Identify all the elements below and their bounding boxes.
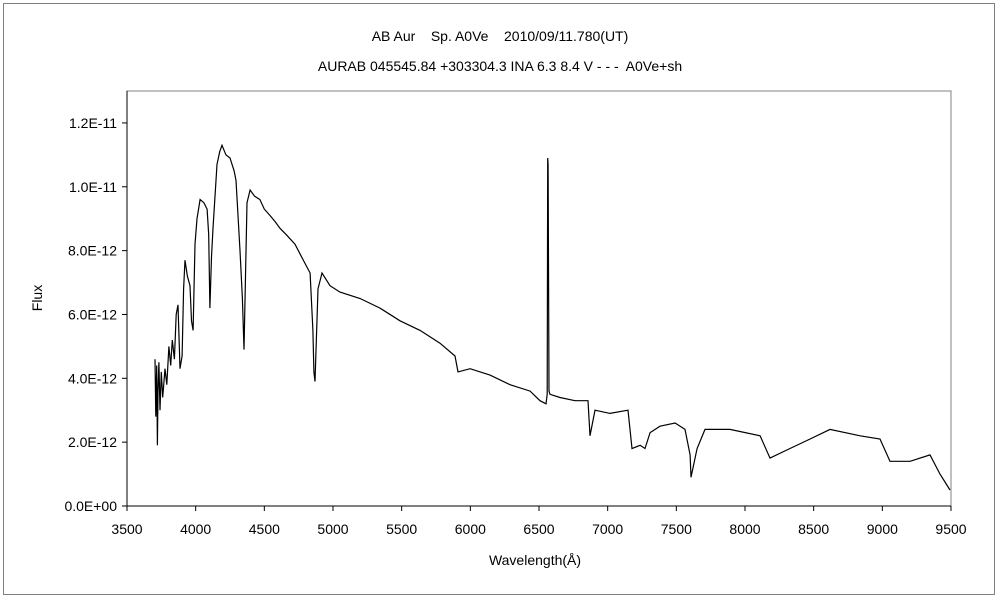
x-tick-label: 7000	[592, 521, 623, 537]
chart-title: AB Aur Sp. A0Ve 2010/09/11.780(UT)	[371, 28, 629, 44]
y-tick-label: 4.0E-12	[68, 370, 117, 386]
x-tick-label: 7500	[661, 521, 692, 537]
y-tick-label: 8.0E-12	[68, 243, 117, 259]
x-tick-label: 8500	[798, 521, 829, 537]
y-tick-label: 6.0E-12	[68, 306, 117, 322]
x-tick-label: 6500	[523, 521, 554, 537]
x-tick-label: 3500	[111, 521, 142, 537]
y-tick-label: 1.0E-11	[69, 179, 117, 195]
y-tick-label: 1.2E-11	[69, 115, 117, 131]
chart-frame	[3, 3, 995, 595]
x-tick-label: 6000	[455, 521, 486, 537]
x-tick-label: 4000	[180, 521, 211, 537]
x-tick-label: 9000	[867, 521, 898, 537]
y-tick-label: 0.0E+00	[64, 498, 117, 514]
y-tick-label: 2.0E-12	[68, 434, 117, 450]
x-tick-label: 5500	[386, 521, 417, 537]
chart-subtitle: AURAB 045545.84 +303304.3 INA 6.3 8.4 V …	[317, 58, 683, 74]
x-tick-label: 9500	[935, 521, 966, 537]
plot-area	[126, 90, 952, 507]
x-tick-label: 5000	[317, 521, 348, 537]
x-tick-label: 4500	[249, 521, 280, 537]
spectrum-line	[154, 143, 951, 491]
x-axis-label: Wavelength(Å)	[488, 552, 582, 568]
x-tick-label: 8000	[729, 521, 760, 537]
